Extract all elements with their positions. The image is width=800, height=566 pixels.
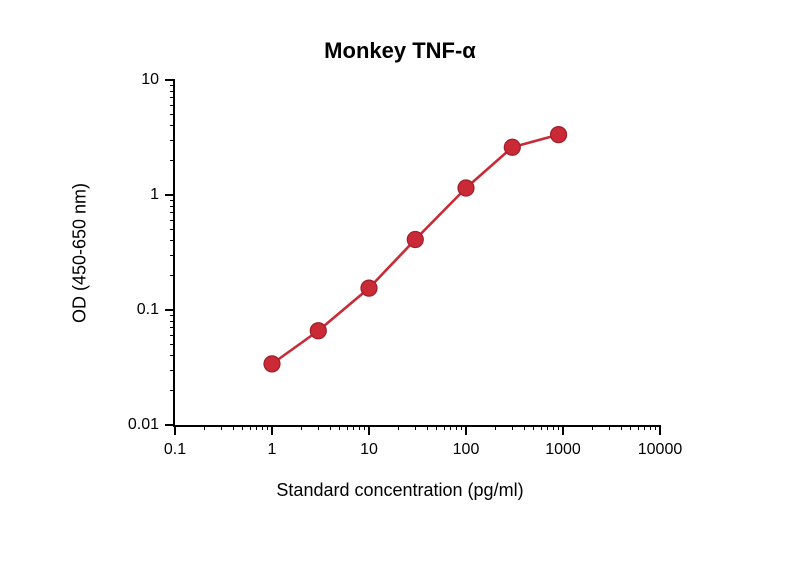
data-point [504, 139, 520, 155]
data-point [458, 180, 474, 196]
data-point [264, 356, 280, 372]
data-point [551, 127, 567, 143]
chart-container: Monkey TNF-α Standard concentration (pg/… [0, 0, 800, 566]
data-point [407, 232, 423, 248]
data-plot [0, 0, 800, 566]
data-point [310, 323, 326, 339]
data-point [361, 280, 377, 296]
